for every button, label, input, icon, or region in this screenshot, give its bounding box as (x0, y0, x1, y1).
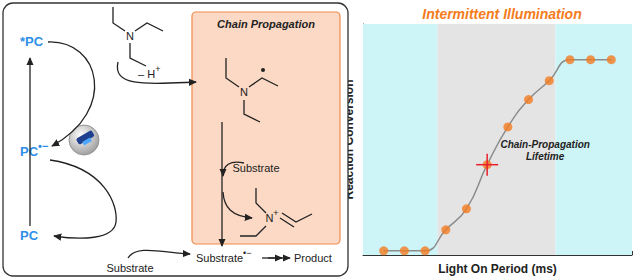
svg-text:Substrate: Substrate (232, 162, 279, 174)
svg-text:Substrate•−: Substrate•− (196, 248, 252, 264)
svg-text:Light On Period (ms): Light On Period (ms) (438, 262, 557, 276)
svg-text:N+: N+ (265, 208, 278, 224)
svg-text:Chain-Propagation: Chain-Propagation (500, 139, 589, 150)
svg-text:*PC: *PC (20, 34, 44, 49)
svg-text:Lifetime: Lifetime (526, 151, 565, 162)
svg-text:N: N (240, 86, 248, 98)
svg-text:Substrate: Substrate (106, 262, 153, 274)
svg-text:PC•−: PC•− (20, 140, 48, 159)
svg-text:Reaction Conversion: Reaction Conversion (342, 79, 356, 200)
svg-text:– H+: – H+ (138, 64, 160, 80)
svg-text:PC: PC (20, 228, 39, 243)
svg-text:Intermittent Illumination: Intermittent Illumination (422, 6, 581, 22)
svg-text:N: N (126, 30, 134, 42)
svg-text:Product: Product (294, 252, 332, 264)
svg-text:Chain Propagation: Chain Propagation (217, 18, 315, 30)
